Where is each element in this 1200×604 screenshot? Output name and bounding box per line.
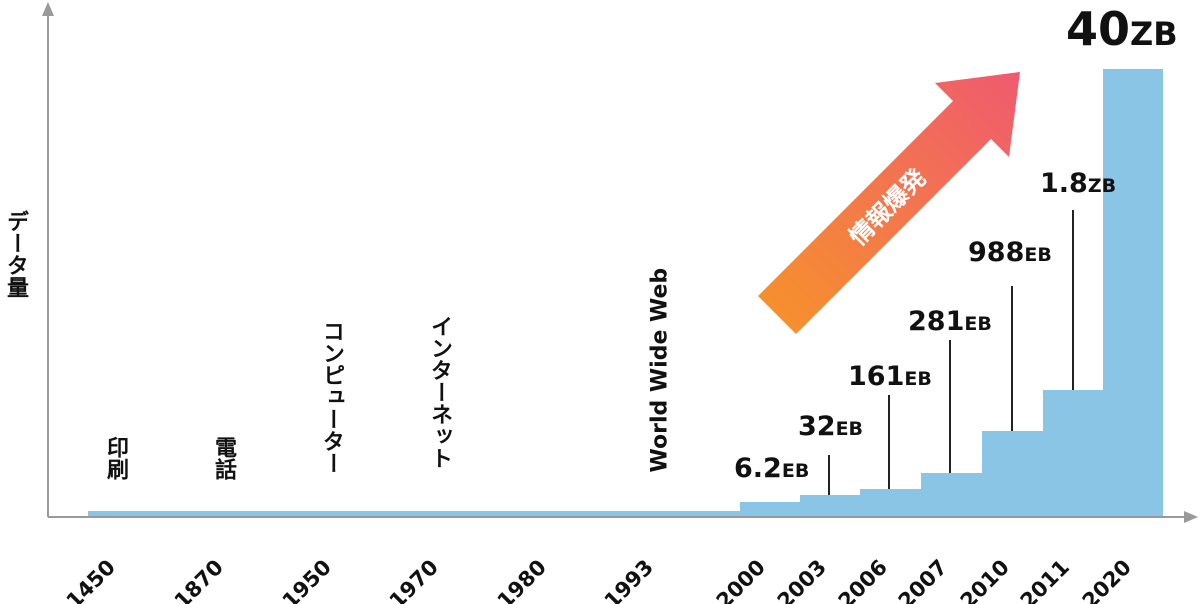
volume-label: 1.8ZB xyxy=(1040,168,1116,199)
milestone-label: 電話 xyxy=(211,436,236,480)
volume-number: 40 xyxy=(1066,2,1131,56)
volume-number: 281 xyxy=(908,306,965,337)
y-axis-arrow xyxy=(42,2,54,16)
data-steps xyxy=(88,69,1163,517)
volume-unit: EB xyxy=(904,368,932,390)
volume-label: 40ZB xyxy=(1066,2,1178,56)
volume-unit: EB xyxy=(781,460,810,482)
volume-label: 281EB xyxy=(908,306,992,337)
milestone-label: World Wide Web xyxy=(647,267,673,473)
milestone-label: インターネット xyxy=(427,315,452,469)
milestone-label: コンピューター xyxy=(319,320,344,474)
volume-number: 32 xyxy=(798,411,836,442)
milestone-label: 印刷 xyxy=(103,436,128,480)
volume-number: 6.2 xyxy=(734,453,782,484)
volume-number: 988 xyxy=(968,237,1025,268)
volume-number: 161 xyxy=(848,361,905,392)
volume-number: 1.8 xyxy=(1040,168,1088,199)
volume-unit: EB xyxy=(835,418,864,440)
growth-arrow xyxy=(758,72,1020,334)
volume-unit: EB xyxy=(1024,244,1052,266)
x-axis-arrow xyxy=(1184,511,1198,523)
volume-unit: ZB xyxy=(1087,175,1117,197)
volume-unit: ZB xyxy=(1130,15,1178,53)
y-axis-label: データ量 xyxy=(3,210,28,298)
volume-label: 988EB xyxy=(968,237,1052,268)
volume-label: 6.2EB xyxy=(734,453,809,484)
volume-label: 161EB xyxy=(848,361,932,392)
volume-unit: EB xyxy=(964,313,992,335)
volume-label: 32EB xyxy=(798,411,863,442)
